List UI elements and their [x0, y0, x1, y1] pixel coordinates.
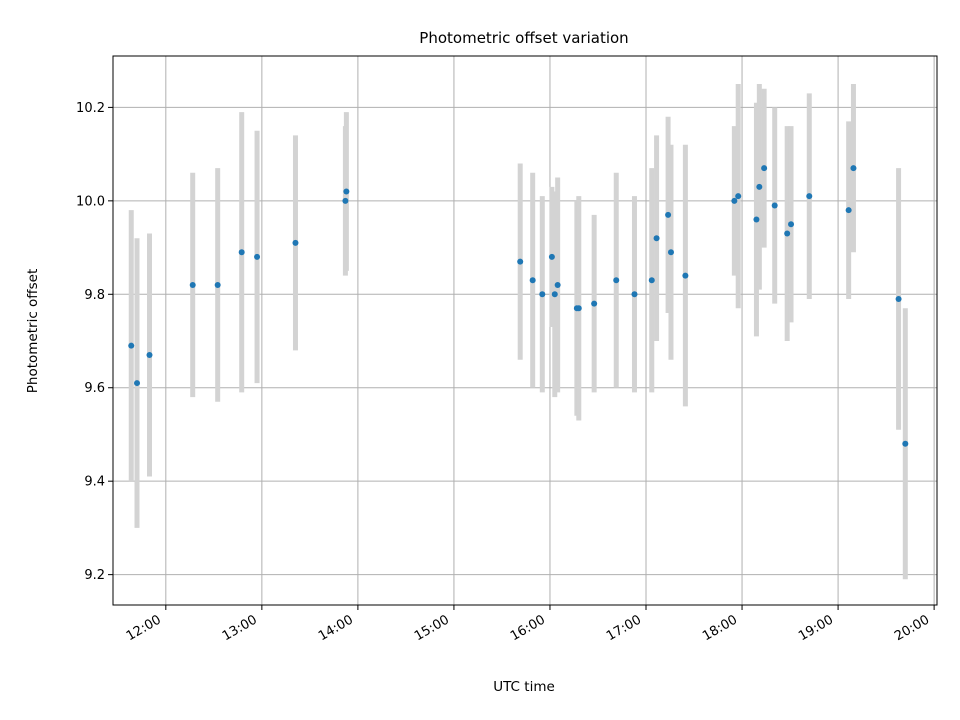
data-point [529, 277, 536, 284]
data-point [902, 440, 909, 447]
data-point [648, 277, 655, 284]
data-point [134, 380, 141, 387]
data-point [613, 277, 620, 284]
data-point [667, 249, 674, 256]
data-point [591, 300, 598, 307]
data-point [682, 272, 689, 279]
data-point [292, 239, 299, 246]
chart-title: Photometric offset variation [419, 29, 628, 47]
data-point [575, 305, 582, 312]
data-point [850, 165, 857, 172]
data-point [665, 211, 672, 218]
data-point [735, 193, 742, 200]
data-point [238, 249, 245, 256]
data-point [551, 291, 558, 298]
data-point [342, 197, 349, 204]
data-point [845, 207, 852, 214]
data-points [128, 165, 909, 447]
plot-frame [112, 55, 938, 606]
y-tick-label: 9.4 [84, 475, 105, 490]
data-point [189, 281, 196, 288]
data-point [254, 253, 261, 260]
y-tick-label: 9.8 [84, 288, 105, 303]
data-point [753, 216, 760, 223]
data-point [653, 235, 660, 242]
y-tick-label: 10.0 [76, 194, 105, 209]
grid-lines [113, 56, 937, 605]
data-point [771, 202, 778, 209]
data-point [631, 291, 638, 298]
data-point [539, 291, 546, 298]
data-point [548, 253, 555, 260]
y-tick-label: 10.2 [76, 101, 105, 116]
data-point [761, 165, 768, 172]
data-point [731, 197, 738, 204]
data-point [554, 281, 561, 288]
data-point [146, 352, 153, 359]
y-tick-label: 9.2 [84, 568, 105, 583]
data-point [517, 258, 524, 265]
y-tick-label: 9.6 [84, 381, 105, 396]
data-point [128, 342, 135, 349]
data-point [806, 193, 813, 200]
data-point [784, 230, 791, 237]
data-point [214, 281, 221, 288]
data-point [756, 183, 763, 190]
y-axis-label: Photometric offset [25, 269, 41, 393]
data-point [788, 221, 795, 228]
y-axis-ticks: 9.2 9.4 9.6 9.8 10.0 10.2 [76, 101, 113, 583]
data-point [895, 295, 902, 302]
data-point [343, 188, 350, 195]
x-axis-label: UTC time [493, 679, 555, 695]
